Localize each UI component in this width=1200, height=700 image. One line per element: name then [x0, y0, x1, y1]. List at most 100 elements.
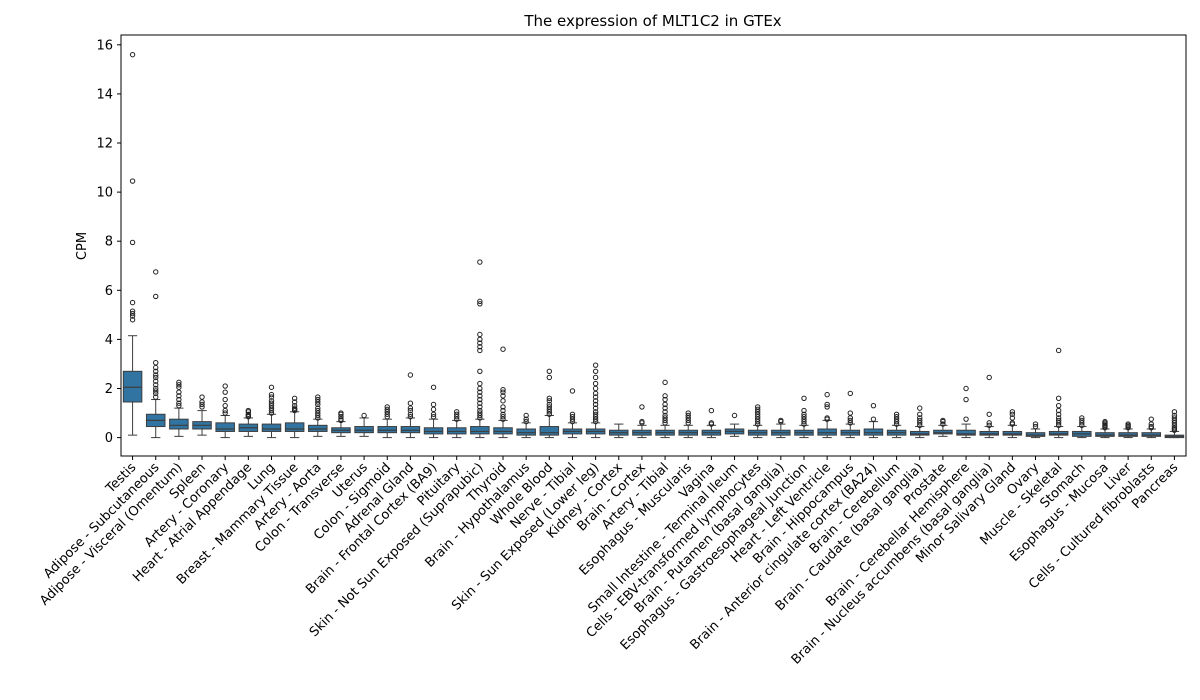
outlier-point — [268, 400, 275, 406]
box-group — [863, 402, 884, 439]
outlier-point — [1171, 415, 1178, 421]
outlier-point — [477, 344, 483, 350]
y-tick-label: 10 — [96, 186, 113, 201]
box-group — [1025, 421, 1046, 439]
outlier-point — [338, 414, 344, 420]
box-group — [516, 412, 536, 439]
outlier-point — [315, 405, 321, 411]
box-group — [840, 390, 861, 439]
outlier-point — [454, 411, 460, 417]
outlier-point — [500, 387, 506, 393]
outlier-point — [477, 336, 483, 343]
outlier-point — [546, 406, 553, 413]
outlier-point — [754, 406, 761, 413]
outlier-point — [685, 417, 691, 424]
outlier-point — [153, 364, 159, 371]
outlier-point — [361, 412, 367, 419]
outlier-point — [407, 372, 414, 378]
outlier-point — [268, 384, 275, 390]
box-group — [493, 346, 513, 439]
outlier-point — [477, 259, 483, 265]
outlier-point — [500, 414, 506, 420]
box-group — [331, 410, 351, 437]
outlier-point — [592, 418, 599, 425]
outlier-point — [1079, 417, 1085, 424]
outlier-point — [153, 394, 159, 400]
box-group — [701, 407, 722, 439]
outlier-point — [662, 412, 668, 419]
outlier-point — [662, 409, 668, 415]
outlier-point — [801, 411, 807, 417]
outlier-point — [500, 389, 506, 395]
outlier-point — [870, 402, 877, 409]
outlier-point — [129, 178, 136, 184]
box-body — [400, 426, 421, 434]
box-group — [979, 374, 999, 439]
outlier-point — [592, 414, 599, 420]
outlier-point — [315, 394, 321, 400]
outlier-point — [407, 405, 414, 411]
box-group — [423, 384, 444, 439]
y-tick-label: 6 — [105, 284, 113, 299]
outlier-point — [1032, 421, 1039, 427]
outlier-point — [153, 385, 159, 392]
outlier-point — [500, 411, 506, 417]
outlier-point — [153, 368, 159, 375]
outlier-point — [778, 417, 784, 424]
box-body — [215, 422, 235, 432]
outlier-point — [430, 384, 437, 390]
outlier-point — [731, 412, 738, 419]
y-tick-label: 14 — [96, 87, 113, 102]
outlier-point — [245, 411, 252, 417]
box-body — [539, 426, 560, 436]
outlier-point — [500, 404, 506, 410]
outlier-point — [893, 418, 900, 425]
outlier-point — [315, 401, 321, 408]
box-body — [354, 426, 374, 434]
outlier-point — [569, 418, 576, 425]
outlier-point — [708, 420, 715, 426]
outlier-point — [917, 415, 923, 421]
outlier-point — [662, 420, 668, 426]
outlier-point — [129, 239, 136, 246]
outlier-point — [1009, 415, 1016, 421]
outlier-point — [685, 415, 691, 421]
outlier-point — [477, 400, 483, 406]
outlier-point — [153, 390, 159, 397]
outlier-point — [384, 404, 390, 410]
outlier-point — [847, 417, 853, 424]
outlier-point — [430, 411, 437, 417]
outlier-point — [268, 394, 275, 400]
outlier-point — [963, 416, 969, 422]
outlier-point — [1079, 415, 1085, 421]
outlier-point — [1148, 423, 1154, 430]
outlier-point — [847, 415, 853, 421]
outlier-point — [153, 388, 159, 394]
outlier-point — [245, 407, 252, 414]
outlier-point — [477, 412, 483, 419]
outlier-point — [1009, 420, 1016, 426]
outlier-point — [847, 410, 853, 416]
outlier-point — [477, 347, 483, 354]
outlier-point — [824, 415, 830, 421]
outlier-point — [754, 414, 761, 420]
outlier-point — [199, 401, 205, 408]
box-group — [169, 379, 189, 437]
box-body — [1095, 432, 1115, 437]
outlier-point — [222, 402, 228, 409]
outlier-point — [500, 416, 506, 422]
box-group — [1118, 421, 1138, 439]
outlier-point — [477, 415, 483, 421]
box-body — [446, 427, 467, 435]
box-group — [562, 388, 583, 439]
outlier-point — [430, 406, 437, 413]
y-tick-label: 4 — [105, 333, 113, 348]
outlier-point — [477, 396, 483, 403]
box-group — [261, 384, 282, 439]
box-body — [308, 424, 328, 432]
outlier-point — [129, 313, 136, 319]
box-group — [585, 362, 606, 439]
outlier-point — [1171, 422, 1178, 429]
outlier-point — [477, 298, 483, 305]
box-group — [470, 259, 490, 439]
